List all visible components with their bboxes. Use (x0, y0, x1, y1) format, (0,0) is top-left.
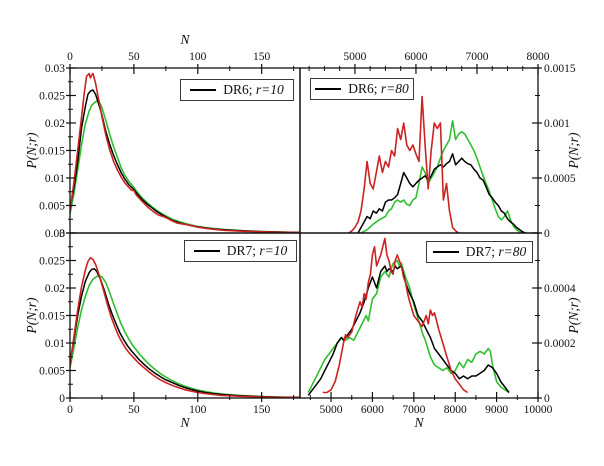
y-tick-label: 0.025 (39, 91, 65, 103)
curve-red-tl (70, 72, 300, 233)
legend-dr7-r80: DR7; r=80 (426, 241, 533, 263)
y-tick-label: 0.0004 (544, 283, 576, 295)
x-axis-title: N (179, 32, 190, 47)
curve-black-bl (70, 268, 300, 398)
y-tick-label: 0.005 (39, 201, 65, 213)
x-tick-label: 10000 (524, 404, 553, 416)
y-axis-title: P(N;r) (566, 132, 581, 169)
legend-label: DR6; r=10 (223, 82, 284, 97)
legend-line-sample-icon (190, 89, 217, 91)
y-tick-label: 0.02 (45, 283, 65, 295)
x-tick-label: 7000 (465, 51, 488, 63)
y-tick-label: 0.015 (39, 146, 65, 158)
legend-label: DR7; r=80 (465, 244, 527, 259)
curve-black-tl (70, 89, 300, 233)
x-tick-label: 50 (128, 404, 140, 416)
y-tick-label: 0.025 (39, 256, 65, 268)
legend-line-sample-icon (315, 88, 342, 90)
x-tick-label: 8000 (527, 51, 550, 63)
curve-red-bl (70, 256, 300, 398)
y-tick-label: 0 (59, 228, 65, 240)
x-tick-label: 100 (189, 404, 207, 416)
x-tick-label: 9000 (485, 404, 508, 416)
y-tick-label: 0.03 (45, 228, 65, 240)
x-tick-label: 150 (253, 51, 271, 63)
y-tick-label: 0.01 (45, 338, 65, 350)
y-tick-label: 0 (544, 393, 550, 405)
y-axis-title: P(N;r) (566, 297, 581, 334)
y-tick-label: 0 (59, 393, 65, 405)
y-axis-title: P(N;r) (24, 297, 39, 334)
y-tick-label: 0.0005 (544, 173, 576, 185)
legend-dr6-r80: DR6; r=80 (310, 78, 414, 100)
x-tick-label: 0 (67, 51, 73, 63)
y-tick-label: 0.001 (544, 118, 570, 130)
curve-red-br (322, 237, 469, 394)
legend-dr7-r10: DR7; r=10 (184, 240, 297, 262)
x-tick-label: 8000 (444, 404, 467, 416)
x-tick-label: 5000 (320, 404, 343, 416)
x-tick-label: 5000 (343, 51, 366, 63)
y-tick-label: 0.015 (39, 311, 65, 323)
y-tick-label: 0.0002 (544, 338, 576, 350)
legend-label: DR6; r=80 (348, 81, 409, 96)
x-tick-label: 7000 (402, 404, 425, 416)
y-tick-label: 0.0015 (544, 63, 576, 75)
legend-line-sample-icon (193, 250, 220, 252)
curve-red-tr (348, 95, 460, 233)
x-tick-label: 0 (67, 404, 73, 416)
y-axis-title: P(N;r) (24, 132, 39, 169)
curve-green-tl (70, 100, 300, 233)
y-tick-label: 0.03 (45, 63, 65, 75)
y-tick-label: 0 (544, 228, 550, 240)
x-tick-label: 50 (128, 51, 140, 63)
curve-green-br (307, 259, 510, 394)
legend-dr6-r10: DR6; r=10 (180, 79, 294, 101)
y-tick-label: 0.005 (39, 366, 65, 378)
curve-green-tr (360, 120, 523, 233)
x-tick-label: 150 (253, 404, 271, 416)
x-axis-title: N (413, 415, 424, 430)
legend-label: DR7; r=10 (226, 243, 288, 258)
y-tick-label: 0.02 (45, 118, 65, 130)
x-tick-label: 6000 (404, 51, 427, 63)
x-tick-label: 100 (189, 51, 207, 63)
x-axis-title: N (179, 415, 190, 430)
x-tick-label: 6000 (361, 404, 384, 416)
legend-line-sample-icon (432, 251, 459, 253)
y-tick-label: 0.01 (45, 173, 65, 185)
